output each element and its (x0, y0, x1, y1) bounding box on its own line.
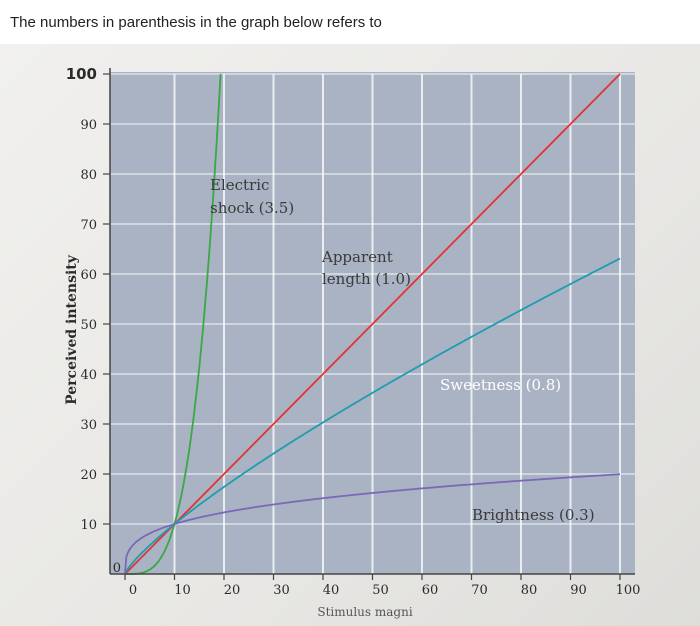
x-tick-label: 40 (323, 583, 340, 598)
series-line (124, 473, 621, 575)
y-tick-label: 100 (66, 65, 97, 83)
series-line (124, 73, 621, 575)
x-tick-label: 60 (422, 583, 439, 598)
series-line (124, 257, 621, 575)
x-tick-label: 80 (521, 583, 538, 598)
y-tick-label: 70 (80, 218, 97, 233)
x-tick-label: 10 (174, 583, 191, 598)
y-tick-labels: 10 20 30 40 50 60 70 80 90 100 0 (66, 65, 121, 576)
series-label-brightness: Brightness (0.3) (472, 506, 595, 524)
x-tick-label: 20 (224, 583, 241, 598)
x-tick-label: 0 (129, 583, 137, 598)
series-label-apparent-length: Apparent length (1.0) (321, 248, 411, 288)
y-tick-label: 50 (80, 318, 97, 333)
y-tick-label: 60 (80, 268, 97, 283)
x-tick-label: 50 (372, 583, 389, 598)
series-label-sweetness: Sweetness (0.8) (440, 376, 561, 394)
y-tick-label: 90 (80, 118, 97, 133)
x-tick-label: 70 (471, 583, 488, 598)
y-tick-label: 30 (80, 418, 97, 433)
y-axis-label: Perceived intensity (64, 254, 80, 405)
x-tick-label: 90 (570, 583, 587, 598)
x-tick-label: 30 (273, 583, 290, 598)
x-tick-label: 100 (616, 583, 641, 598)
question-text: The numbers in parenthesis in the graph … (10, 14, 382, 31)
x-tick-labels: 0 10 20 30 40 50 60 70 80 90 100 (124, 574, 641, 598)
series-line (125, 73, 222, 575)
grid-lines (110, 73, 635, 574)
y-tick-label: 0 (113, 561, 121, 576)
x-axis-label: Stimulus magni (317, 605, 412, 619)
y-tick-label: 40 (80, 368, 97, 383)
y-tick-label: 20 (80, 468, 97, 483)
series-curves (124, 73, 621, 575)
y-tick-label: 80 (80, 168, 97, 183)
series-label-electric-shock: Electric shock (3.5) (210, 176, 294, 217)
y-tick-label: 10 (80, 518, 97, 533)
